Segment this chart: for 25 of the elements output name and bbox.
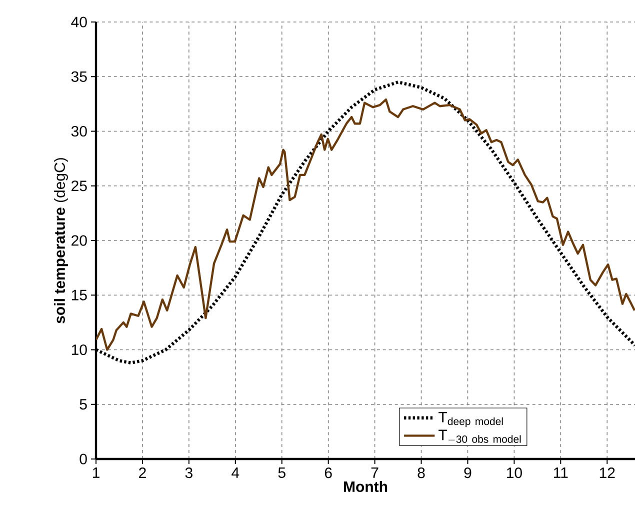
y-tick-label: 0 xyxy=(80,454,87,464)
x-tick-label: 8 xyxy=(418,468,425,478)
x-tick-label: 9 xyxy=(464,468,472,478)
x-tick-label: 10 xyxy=(506,468,522,478)
x-tick-label: 6 xyxy=(324,468,332,478)
x-tick-label: 5 xyxy=(278,468,286,478)
y-tick-label: 25 xyxy=(72,180,87,192)
y-tick-label: 30 xyxy=(71,126,87,137)
legend-label: $\mathrm{T}_{\mathrm{deep\ model}}$ xyxy=(438,412,503,428)
x-tick-label: 12 xyxy=(600,468,615,478)
y-axis-title: soil temperature (degC) xyxy=(54,158,68,324)
x-tick-label: 3 xyxy=(185,468,192,478)
x-tick-label: 2 xyxy=(139,468,146,478)
y-tick-label: 35 xyxy=(71,71,87,82)
legend-label: $\mathrm{T}_{\mathrm{-30\ obs\ model}}$ xyxy=(438,430,521,443)
x-tick-label: 4 xyxy=(232,468,240,478)
y-tick-label: 20 xyxy=(72,235,87,246)
y-tick-label: 5 xyxy=(80,399,87,410)
x-tick-label: 11 xyxy=(554,468,568,478)
y-tick-label: 40 xyxy=(71,16,87,28)
x-tick-label: 7 xyxy=(371,468,378,478)
x-tick-label: 1 xyxy=(92,468,100,478)
x-axis-title: Month xyxy=(344,480,388,492)
y-tick-label: 15 xyxy=(72,290,87,300)
y-tick-label: 10 xyxy=(72,344,87,356)
